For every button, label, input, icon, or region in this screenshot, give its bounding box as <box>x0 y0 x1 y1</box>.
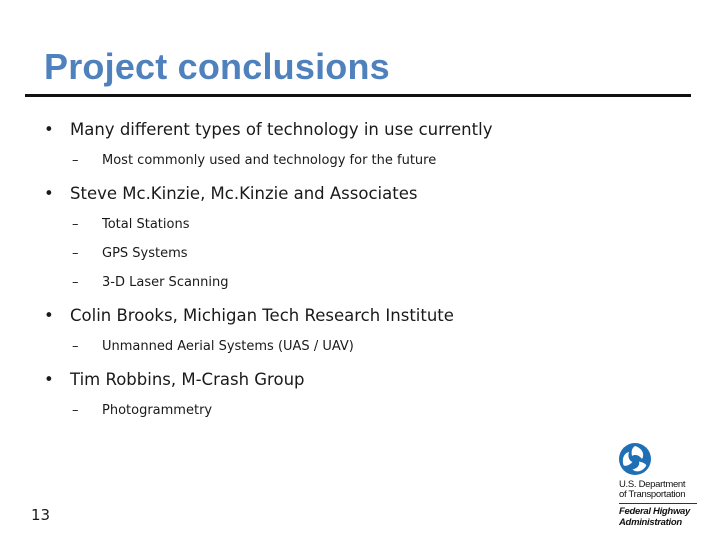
bullet-text: Many different types of technology in us… <box>70 120 493 139</box>
title-underline <box>25 94 691 97</box>
dash-marker: – <box>72 217 79 232</box>
bullet-item: • Steve Mc.Kinzie, Mc.Kinzie and Associat… <box>44 184 417 203</box>
bullet-marker: • <box>44 306 54 325</box>
bullet-marker: • <box>44 184 54 203</box>
agency-line-2: Administration <box>619 516 682 528</box>
slide-title: Project conclusions <box>44 46 390 87</box>
bullet-item: • Many different types of technology in u… <box>44 120 492 139</box>
bullet-marker: • <box>44 120 54 139</box>
dash-marker: – <box>72 153 79 168</box>
bullet-text: Colin Brooks, Michigan Tech Research Ins… <box>70 306 454 325</box>
bullet-marker: • <box>44 370 54 389</box>
sub-text: Most commonly used and technology for th… <box>102 153 437 168</box>
agency-name: Federal Highway Administration <box>619 506 690 528</box>
bullet-item: • Tim Robbins, M-Crash Group <box>44 370 305 389</box>
dept-line-1: U.S. Department <box>619 479 686 490</box>
sub-item: – GPS Systems <box>72 246 188 261</box>
usdot-fhwa-logo: U.S. Department of Transportation Federa… <box>612 440 712 534</box>
dept-line-2: of Transportation <box>619 489 686 500</box>
sub-item: – Most commonly used and technology for t… <box>72 153 436 168</box>
bullet-item: • Colin Brooks, Michigan Tech Research In… <box>44 306 454 325</box>
dash-marker: – <box>72 403 79 418</box>
sub-item: – Total Stations <box>72 217 189 232</box>
bullet-text: Tim Robbins, M-Crash Group <box>70 370 305 389</box>
sub-item: – 3-D Laser Scanning <box>72 275 229 290</box>
dash-marker: – <box>72 246 79 261</box>
bullet-text: Steve Mc.Kinzie, Mc.Kinzie and Associate… <box>70 184 418 203</box>
logo-divider <box>619 503 697 504</box>
sub-text: Unmanned Aerial Systems (UAS / UAV) <box>102 339 354 354</box>
sub-item: – Unmanned Aerial Systems (UAS / UAV) <box>72 339 354 354</box>
department-name: U.S. Department of Transportation <box>619 479 686 500</box>
sub-item: – Photogrammetry <box>72 403 212 418</box>
sub-text: GPS Systems <box>102 246 188 261</box>
sub-text: 3-D Laser Scanning <box>102 275 229 290</box>
dash-marker: – <box>72 339 79 354</box>
agency-line-1: Federal Highway <box>619 506 690 517</box>
dash-marker: – <box>72 275 79 290</box>
sub-text: Total Stations <box>102 217 190 232</box>
page-number: 13 <box>31 506 51 524</box>
sub-text: Photogrammetry <box>102 403 213 418</box>
usdot-triskelion-icon <box>619 443 651 475</box>
